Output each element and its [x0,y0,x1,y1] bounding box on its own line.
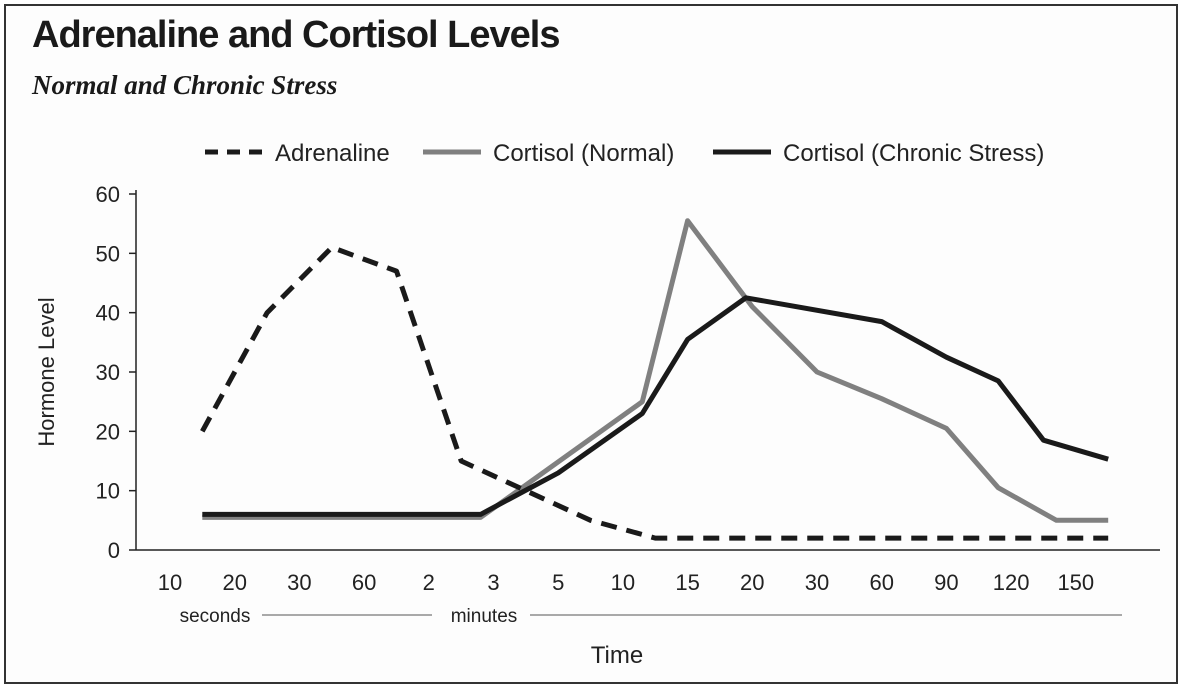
x-tick-label: 90 [934,570,958,595]
x-tick-label: 15 [675,570,699,595]
x-unit-label-minutes: minutes [451,606,518,627]
y-axis: 0 10 20 30 40 50 60 Hormone Level [34,182,137,563]
x-tick-label: 30 [287,570,311,595]
y-tick-label: 50 [96,241,120,266]
chart-subtitle: Normal and Chronic Stress [32,70,338,100]
y-tick-label: 20 [96,419,120,444]
x-tick-label: 3 [487,570,499,595]
y-tick-label: 10 [96,479,120,504]
x-tick-label: 60 [352,570,376,595]
y-tick-label: 30 [96,360,120,385]
y-tick-label: 60 [96,182,120,207]
legend-label: Adrenaline [275,140,390,167]
x-tick-label: 5 [552,570,564,595]
x-tick-label: 20 [740,570,764,595]
chart-frame [4,4,1178,684]
series-line-adrenaline [200,244,1109,541]
x-tick-label: 10 [611,570,635,595]
x-tick-label: 30 [805,570,829,595]
x-tick-label: 60 [869,570,893,595]
y-tick-label: 0 [108,538,120,563]
series-line-cortisol-normal [202,218,1109,523]
x-tick-label: 20 [222,570,246,595]
x-axis: 10 20 30 60 2 3 5 10 15 20 30 60 90 120 150 seconds minu… [136,549,1160,669]
series-line-cortisol-chronic-stress [202,295,1109,517]
x-axis-label: Time [591,642,643,669]
x-tick-label: 120 [993,570,1030,595]
x-unit-label-seconds: seconds [180,606,251,627]
y-tick-label: 40 [96,301,120,326]
series-layer [200,218,1109,541]
legend-label: Cortisol (Chronic Stress) [783,140,1044,167]
y-axis-label: Hormone Level [34,297,59,446]
x-tick-label: 2 [423,570,435,595]
legend: Adrenaline Cortisol (Normal) Cortisol (Chr… [205,140,1044,167]
chart-title: Adrenaline and Cortisol Levels [32,14,560,56]
legend-label: Cortisol (Normal) [493,140,674,167]
x-tick-label: 150 [1057,570,1094,595]
x-tick-label: 10 [158,570,182,595]
